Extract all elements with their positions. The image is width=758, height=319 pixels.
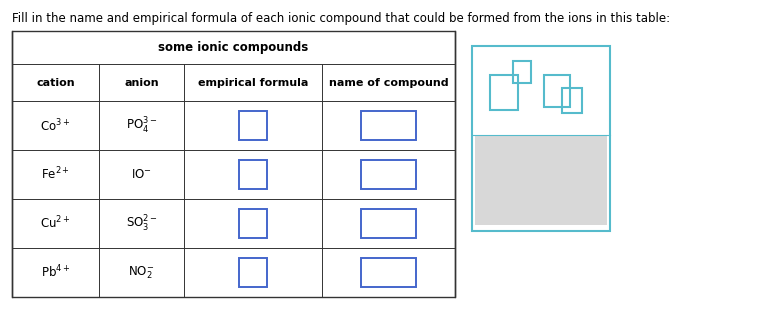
Text: Fill in the name and empirical formula of each ionic compound that could be form: Fill in the name and empirical formula o… <box>12 12 670 25</box>
Text: PO$_4^{3-}$: PO$_4^{3-}$ <box>126 115 157 136</box>
Bar <box>475 135 607 225</box>
Bar <box>239 111 267 140</box>
Bar <box>361 111 416 140</box>
Bar <box>544 75 570 107</box>
Bar <box>361 160 416 189</box>
Text: anion: anion <box>124 78 159 87</box>
Bar <box>239 209 267 238</box>
Bar <box>361 258 416 287</box>
Text: Pb$^{4+}$: Pb$^{4+}$ <box>41 264 70 281</box>
Bar <box>513 61 531 83</box>
Text: ×: × <box>489 173 501 187</box>
Text: ?: ? <box>584 173 590 187</box>
Text: NO$_2^{-}$: NO$_2^{-}$ <box>128 264 155 281</box>
Text: cation: cation <box>36 78 75 87</box>
Bar <box>361 209 416 238</box>
Bar <box>562 88 582 113</box>
Bar <box>239 160 267 189</box>
Text: name of compound: name of compound <box>329 78 448 87</box>
Text: SO$_3^{2-}$: SO$_3^{2-}$ <box>126 213 158 234</box>
Text: Co$^{3+}$: Co$^{3+}$ <box>40 117 70 134</box>
Bar <box>12 31 455 297</box>
Text: empirical formula: empirical formula <box>198 78 309 87</box>
Text: Cu$^{2+}$: Cu$^{2+}$ <box>40 215 70 232</box>
Bar <box>239 258 267 287</box>
Bar <box>490 75 518 110</box>
Text: IO$^{-}$: IO$^{-}$ <box>131 168 152 181</box>
Text: some ionic compounds: some ionic compounds <box>158 41 309 54</box>
Bar <box>472 46 610 231</box>
Text: Fe$^{2+}$: Fe$^{2+}$ <box>41 166 70 183</box>
Text: ↺: ↺ <box>535 173 547 187</box>
